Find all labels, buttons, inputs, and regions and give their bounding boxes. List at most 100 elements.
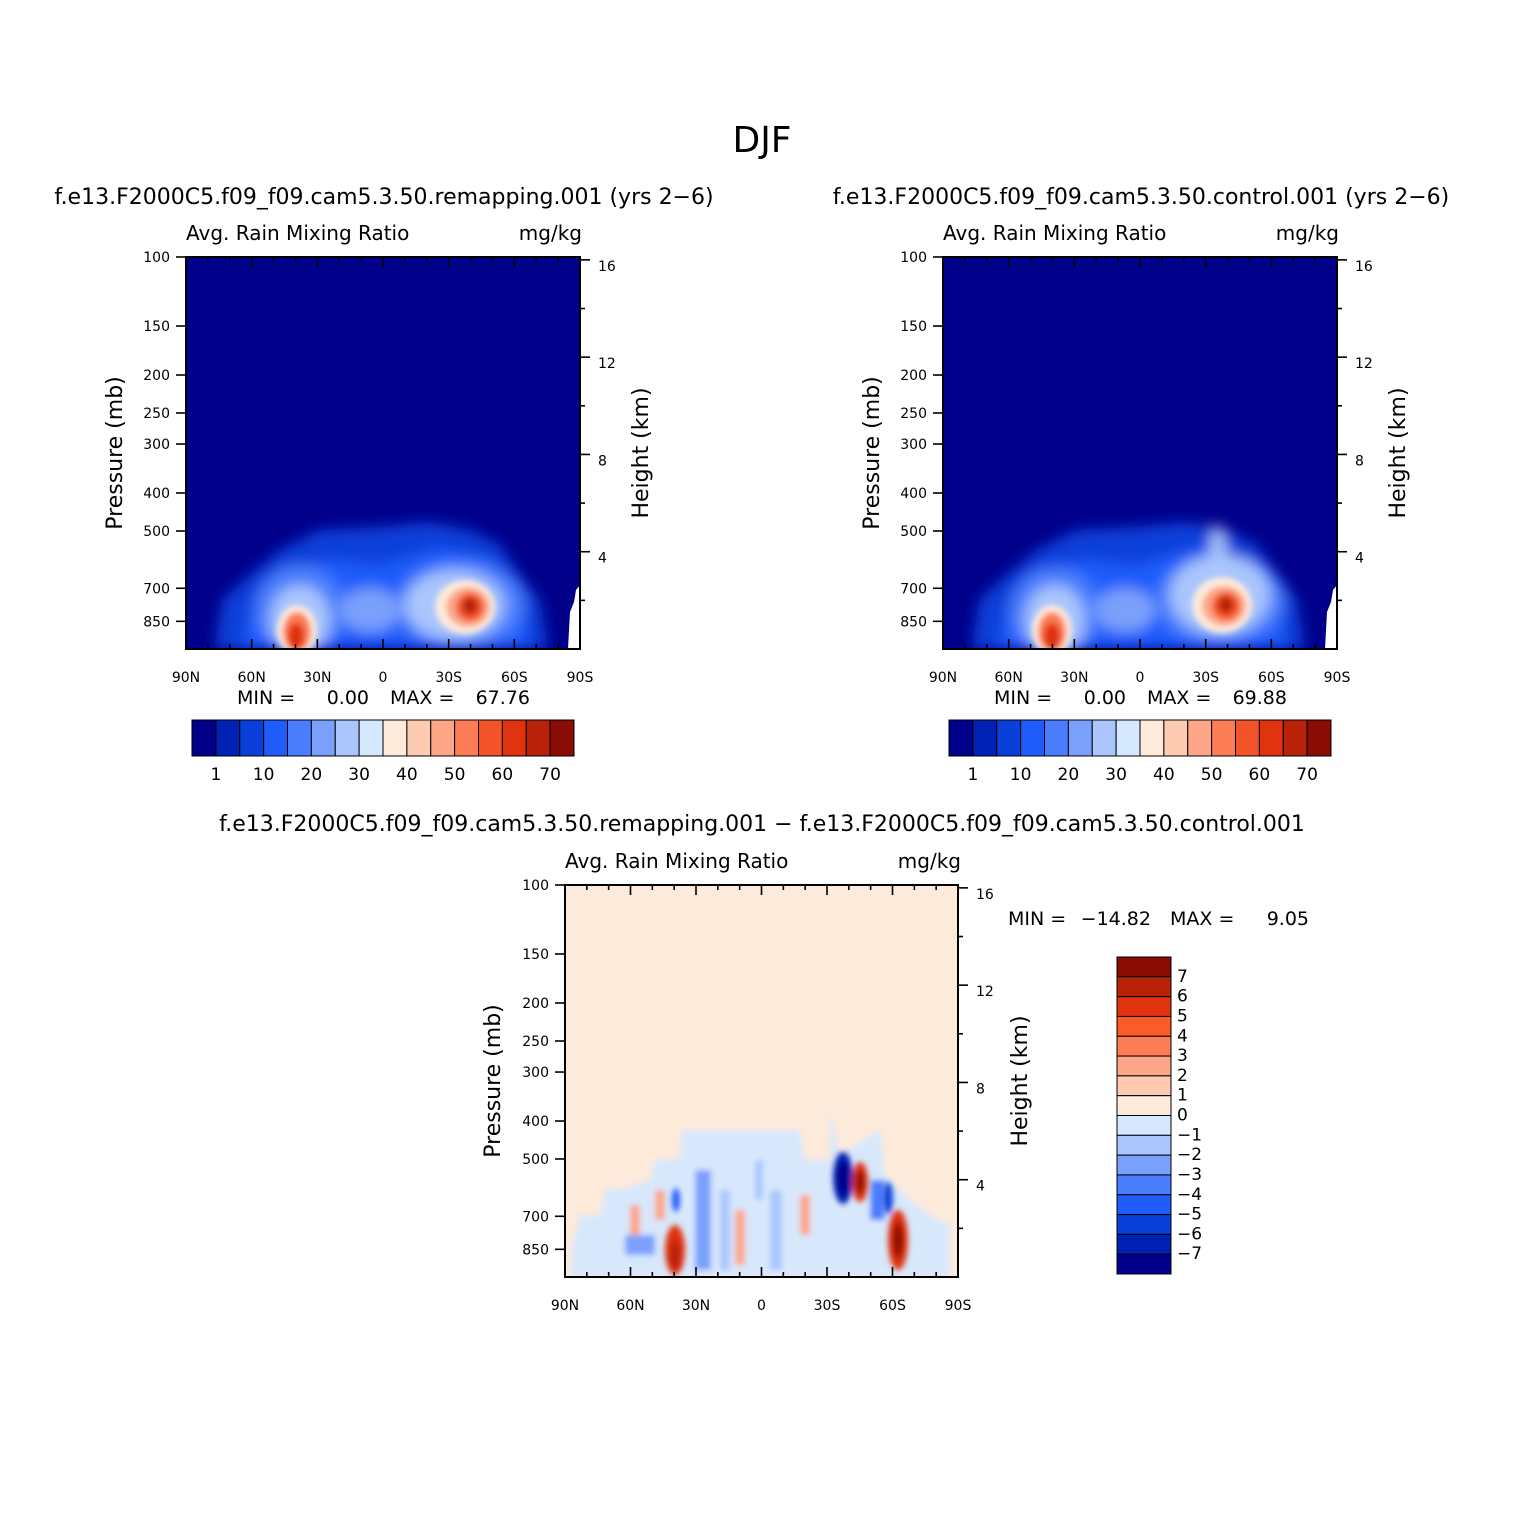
diff-core — [893, 1222, 903, 1258]
y-tick-label: 300 — [900, 437, 927, 453]
max-value-control: 69.88 — [1233, 687, 1287, 709]
y-tick-label: 400 — [900, 486, 927, 502]
case-title-difference: f.e13.F2000C5.f09_f09.cam5.3.50.remappin… — [219, 812, 1305, 837]
colorbar-swatch — [1116, 976, 1172, 998]
y2-tick-label: 12 — [976, 984, 994, 1000]
colorbar-swatch — [1115, 719, 1141, 757]
colorbar-label: −6 — [1177, 1224, 1202, 1244]
case-title-remapping: f.e13.F2000C5.f09_f09.cam5.3.50.remappin… — [54, 185, 713, 210]
variable-label-control: Avg. Rain Mixing Ratio — [943, 221, 1166, 245]
y-label-control: Pressure (mb) — [860, 376, 885, 530]
colorbar-label: 30 — [1105, 765, 1127, 785]
y-tick-label: 300 — [522, 1065, 549, 1081]
colorbar-label: 1 — [1177, 1086, 1188, 1106]
min-label-control: MIN = — [994, 687, 1052, 709]
colorbar-swatch — [263, 719, 288, 757]
colorbar-label: 30 — [348, 765, 370, 785]
x-tick-label: 0 — [757, 1298, 766, 1314]
colorbar-swatch — [1116, 1134, 1172, 1156]
y2-tick-label: 4 — [1355, 551, 1364, 567]
max-label-remapping: MAX = — [390, 687, 454, 709]
diff-streak — [735, 1210, 745, 1265]
min-value-difference: −14.82 — [1081, 908, 1151, 930]
x-tick-label: 60N — [616, 1298, 644, 1314]
y-tick-label: 700 — [143, 581, 170, 597]
x-tick-label: 90S — [945, 1298, 972, 1314]
colorbar-label: 1 — [967, 765, 978, 785]
y-tick-label: 250 — [143, 406, 170, 422]
y2-tick-label: 12 — [598, 356, 616, 372]
case-title-control: f.e13.F2000C5.f09_f09.cam5.3.50.control.… — [833, 185, 1449, 210]
x-tick-label: 90S — [567, 670, 594, 686]
panel-control: f.e13.F2000C5.f09_f09.cam5.3.50.control.… — [833, 185, 1449, 757]
diff-streak — [630, 1205, 640, 1235]
diff-streak — [625, 1235, 655, 1255]
y2-tick-label: 8 — [1355, 453, 1364, 469]
y-tick-label: 200 — [900, 368, 927, 384]
max-value-remapping: 67.76 — [476, 687, 530, 709]
min-label-difference: MIN = — [1008, 908, 1066, 930]
colorbar-swatch — [406, 719, 432, 757]
diff-core — [672, 1188, 680, 1212]
colorbar-label: 50 — [1201, 765, 1223, 785]
y-label-difference: Pressure (mb) — [481, 1004, 506, 1158]
colorbar-label: 0 — [1177, 1106, 1188, 1126]
x-tick-label: 30S — [435, 670, 462, 686]
diff-streak — [870, 1180, 885, 1220]
x-tick-label: 0 — [379, 670, 388, 686]
colorbar-swatch — [1116, 1115, 1172, 1136]
y-tick-label: 700 — [900, 581, 927, 597]
colorbar-swatch — [1116, 1174, 1172, 1196]
y2-label-control: Height (km) — [1386, 387, 1411, 518]
x-tick-label: 60S — [1258, 670, 1285, 686]
colorbar-label: 60 — [1249, 765, 1271, 785]
y-tick-label: 500 — [143, 524, 170, 540]
y-tick-label: 200 — [143, 368, 170, 384]
plot-field-control — [943, 257, 1337, 649]
x-tick-label: 30S — [1192, 670, 1219, 686]
colorbar-swatch — [1116, 1075, 1172, 1097]
colorbar-swatch — [1116, 1233, 1172, 1255]
rain-region — [1210, 525, 1226, 585]
colorbar-swatch — [1116, 1194, 1172, 1216]
colorbar-label: 3 — [1177, 1046, 1188, 1066]
colorbar-swatch — [1306, 719, 1332, 757]
colorbar-label: 60 — [492, 765, 514, 785]
diff-core — [856, 1170, 864, 1194]
colorbar-label: 6 — [1177, 987, 1188, 1007]
colorbar-swatch — [1116, 1154, 1172, 1176]
y2-tick-label: 16 — [598, 259, 616, 275]
y-tick-label: 850 — [143, 614, 170, 630]
rain-core — [1219, 597, 1233, 613]
rain-core — [463, 598, 477, 614]
rain-core — [1044, 623, 1060, 649]
colorbar-swatch — [310, 719, 336, 757]
colorbar-label: 50 — [444, 765, 466, 785]
diff-core — [670, 1240, 680, 1270]
diff-streak — [800, 1195, 810, 1235]
y2-tick-label: 4 — [976, 1179, 985, 1195]
units-label-remapping: mg/kg — [519, 221, 582, 245]
max-value-difference: 9.05 — [1267, 908, 1309, 930]
below-surface-mask — [1325, 585, 1337, 649]
y-tick-label: 850 — [522, 1242, 549, 1258]
colorbar-label: 40 — [1153, 765, 1175, 785]
colorbar-control — [948, 719, 1332, 757]
y-tick-label: 500 — [522, 1152, 549, 1168]
y-tick-label: 150 — [143, 319, 170, 335]
y2-tick-label: 8 — [976, 1081, 985, 1097]
axes-remapping — [176, 256, 590, 649]
colorbar-remapping — [191, 719, 575, 757]
min-label-remapping: MIN = — [237, 687, 295, 709]
rain-region — [1095, 588, 1155, 632]
colorbar-label: 7 — [1177, 967, 1188, 987]
units-label-control: mg/kg — [1276, 221, 1339, 245]
y2-tick-label: 16 — [976, 887, 994, 903]
y-tick-label: 400 — [522, 1114, 549, 1130]
colorbar-swatch — [1211, 719, 1236, 757]
diff-core — [883, 1182, 893, 1214]
variable-label-difference: Avg. Rain Mixing Ratio — [565, 849, 788, 873]
axes-difference — [555, 884, 968, 1277]
x-tick-label: 60N — [995, 670, 1023, 686]
